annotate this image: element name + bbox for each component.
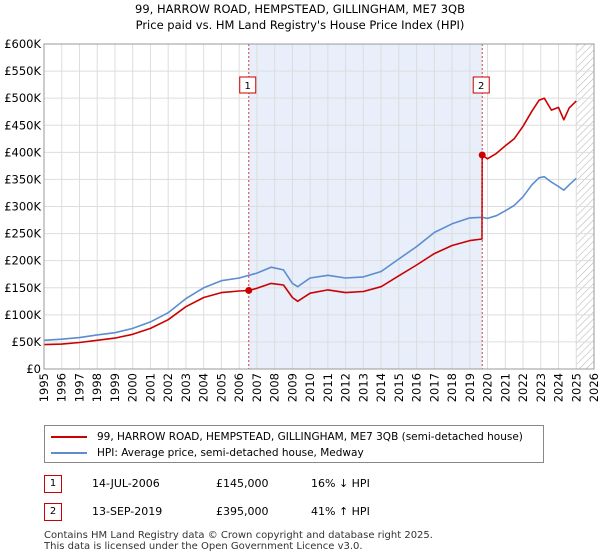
sale-point-2	[478, 151, 486, 159]
sale-point-1	[245, 286, 253, 294]
marker-box-2	[472, 76, 490, 94]
x-tick-label: 2003	[179, 373, 193, 402]
x-tick-label: 2016	[410, 373, 424, 402]
x-tick-label: 2010	[303, 373, 317, 402]
transaction-price: £145,000	[216, 477, 269, 490]
y-tick-label: £450K	[4, 118, 41, 132]
legend-line-blue	[51, 452, 87, 454]
x-tick-label: 1996	[55, 373, 69, 402]
transaction-price: £395,000	[216, 505, 269, 518]
x-tick-label: 2009	[285, 373, 299, 402]
x-tick-label: 2023	[534, 373, 548, 402]
plot-border	[43, 43, 595, 370]
x-tick-label: 2005	[214, 373, 228, 402]
x-tick-label: 2007	[250, 373, 264, 402]
x-tick-label: 2022	[516, 373, 530, 402]
x-tick-label: 2012	[339, 373, 353, 402]
y-tick-label: £300K	[4, 200, 41, 214]
legend-item-property: 99, HARROW ROAD, HEMPSTEAD, GILLINGHAM, …	[51, 429, 523, 445]
x-tick-label: 1998	[90, 373, 104, 402]
marker-label-2: 2	[478, 81, 484, 92]
y-tick-label: £400K	[4, 145, 41, 159]
y-tick-label: £50K	[12, 335, 42, 349]
x-tick-label: 2021	[498, 373, 512, 402]
marker-box-1	[239, 76, 257, 94]
x-tick-label: 2025	[569, 373, 583, 402]
footer-copyright: Contains HM Land Registry data © Crown c…	[44, 530, 433, 541]
legend-label-property: 99, HARROW ROAD, HEMPSTEAD, GILLINGHAM, …	[97, 431, 523, 443]
marker-label-1: 1	[245, 81, 251, 92]
transaction-number: 2	[44, 503, 62, 521]
x-tick-label: 2015	[392, 373, 406, 402]
y-tick-label: £0	[26, 362, 41, 376]
x-tick-label: 2026	[587, 373, 600, 402]
x-tick-label: 2017	[427, 373, 441, 402]
x-tick-label: 2004	[197, 373, 211, 402]
legend-item-hpi: HPI: Average price, semi-detached house,…	[51, 445, 364, 461]
x-tick-label: 2000	[126, 373, 140, 402]
transaction-number: 1	[44, 475, 62, 493]
y-tick-label: £350K	[4, 172, 41, 186]
y-tick-label: £100K	[4, 308, 41, 322]
chart-subtitle: Price paid vs. HM Land Registry's House …	[136, 18, 465, 32]
legend-label-hpi: HPI: Average price, semi-detached house,…	[97, 447, 364, 459]
transaction-date: 14-JUL-2006	[92, 477, 160, 490]
x-tick-label: 2024	[552, 373, 566, 402]
x-tick-label: 1999	[108, 373, 122, 402]
x-tick-label: 2019	[463, 373, 477, 402]
footer: Contains HM Land Registry data © Crown c…	[44, 530, 433, 552]
x-tick-label: 2018	[445, 373, 459, 402]
x-tick-label: 1995	[37, 373, 51, 402]
y-tick-label: £250K	[4, 227, 41, 241]
x-tick-label: 2011	[321, 373, 335, 402]
legend-line-red	[51, 436, 87, 438]
series-line-hpi	[43, 175, 577, 342]
transaction-date: 13-SEP-2019	[92, 505, 163, 518]
y-tick-label: £200K	[4, 254, 41, 268]
x-tick-label: 2006	[232, 373, 246, 402]
y-tick-label: £550K	[4, 64, 41, 78]
price-chart: 99, HARROW ROAD, HEMPSTEAD, GILLINGHAM, …	[4, 2, 600, 402]
x-tick-label: 2002	[161, 373, 175, 402]
x-tick-label: 2001	[143, 373, 157, 402]
y-tick-label: £500K	[4, 91, 41, 105]
footer-licence: This data is licensed under the Open Gov…	[44, 541, 363, 552]
transaction-hpi: 16% ↓ HPI	[311, 477, 370, 490]
y-tick-label: £150K	[4, 281, 41, 295]
chart-title: 99, HARROW ROAD, HEMPSTEAD, GILLINGHAM, …	[135, 2, 465, 16]
x-tick-label: 2008	[268, 373, 282, 402]
transaction-hpi: 41% ↑ HPI	[311, 505, 370, 518]
series-line-property	[43, 97, 577, 346]
chart-legend: 99, HARROW ROAD, HEMPSTEAD, GILLINGHAM, …	[44, 425, 544, 463]
x-tick-label: 2014	[374, 373, 388, 402]
x-tick-label: 2013	[356, 373, 370, 402]
x-tick-label: 1997	[72, 373, 86, 402]
x-tick-label: 2020	[481, 373, 495, 402]
y-tick-label: £600K	[4, 37, 41, 51]
